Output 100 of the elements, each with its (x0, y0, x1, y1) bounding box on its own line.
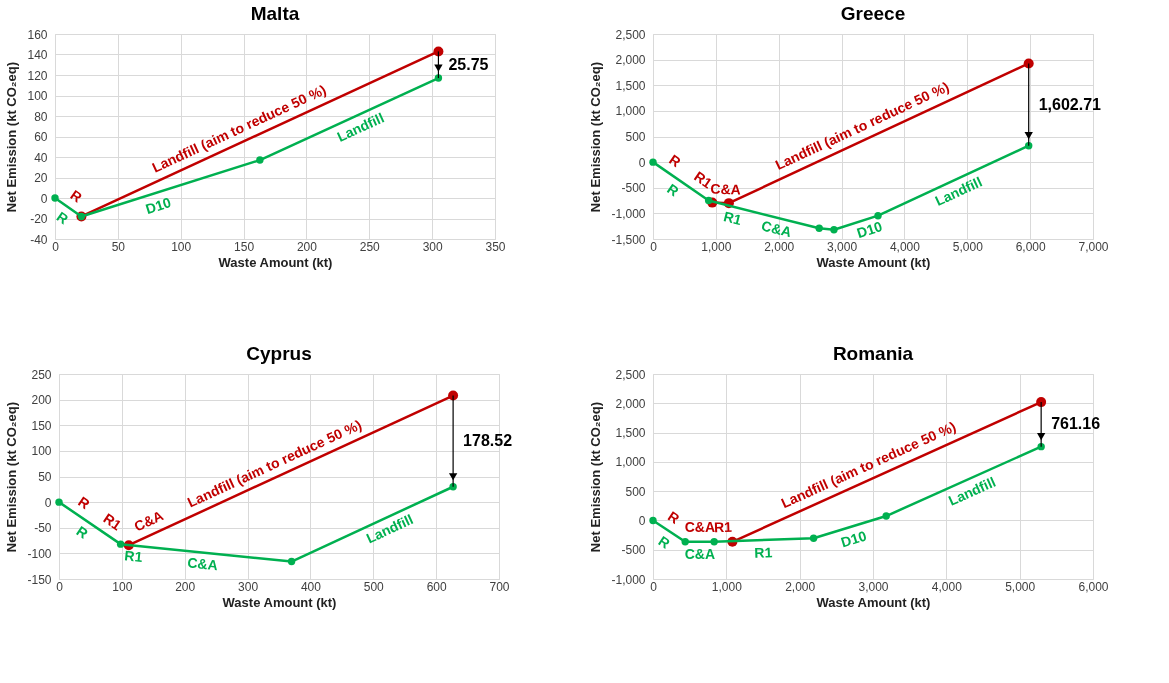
x-tick-label: 6,000 (1015, 239, 1046, 254)
point (287, 557, 296, 566)
annotation: 25.75 (448, 55, 489, 73)
y-tick-label: 1,000 (615, 104, 646, 119)
x-tick-label: 7,000 (1078, 239, 1109, 254)
x-tick-label: 250 (359, 239, 381, 254)
annotation: R1 (123, 547, 144, 566)
x-tick-label: 5,000 (952, 239, 984, 254)
annotation: R (655, 532, 673, 552)
y-tick-label: 2,500 (615, 27, 646, 42)
annotation: R (665, 508, 683, 527)
point (1024, 142, 1033, 150)
x-tick-label: 350 (485, 239, 506, 254)
y-tick-label: -40 (30, 232, 48, 247)
x-tick-label: 200 (296, 239, 318, 254)
y-axis-title: Net Emission (kt CO₂eq) (4, 401, 20, 553)
y-axis-title: Net Emission (kt CO₂eq) (588, 401, 604, 553)
x-axis-title: Waste Amount (kt) (816, 254, 931, 270)
annotation: C&A (710, 180, 742, 198)
annotation: R1 (754, 544, 773, 561)
chart-title: Romania (832, 343, 914, 364)
point (1037, 442, 1045, 451)
point (256, 156, 264, 164)
x-axis-title: Waste Amount (kt) (222, 594, 337, 610)
annotation: R (75, 493, 93, 513)
annotation: C&A (131, 507, 166, 535)
chart-title: Cyprus (246, 343, 312, 364)
x-tick-label: 500 (363, 579, 385, 594)
y-tick-label: 1,500 (615, 78, 646, 93)
y-tick-label: -150 (27, 572, 52, 587)
x-tick-label: 100 (112, 579, 133, 594)
x-tick-label: 3,000 (858, 579, 889, 594)
y-tick-label: 200 (31, 393, 52, 408)
annotation: 1,602.71 (1038, 95, 1102, 113)
point (116, 540, 125, 548)
x-tick-label: 0 (56, 579, 64, 594)
y-tick-label: 60 (34, 130, 48, 144)
y-axis-title: Net Emission (kt CO₂eq) (4, 61, 20, 213)
x-tick-label: 2,000 (785, 579, 816, 594)
y-tick-label: 2,500 (615, 367, 646, 382)
annotation: 178.52 (463, 432, 513, 450)
x-tick-label: 6,000 (1078, 579, 1109, 594)
y-tick-label: 40 (34, 150, 48, 165)
y-tick-label: -500 (621, 181, 646, 196)
y-tick-label: 500 (625, 130, 646, 144)
point (874, 211, 882, 220)
y-tick-label: -1,500 (611, 232, 646, 247)
x-tick-label: 300 (238, 579, 259, 594)
y-tick-label: 0 (638, 155, 646, 170)
annotation: C&A (684, 519, 716, 536)
annotation: D10 (143, 194, 174, 218)
point (681, 538, 689, 546)
y-tick-label: 100 (31, 444, 52, 459)
annotation: D10 (839, 527, 869, 551)
annotation: R (666, 151, 684, 171)
y-tick-label: 80 (34, 109, 48, 124)
y-tick-label: 120 (27, 68, 48, 83)
y-tick-label: 160 (27, 27, 48, 42)
chart-title: Malta (250, 3, 300, 24)
y-tick-label: -1,000 (611, 572, 646, 587)
y-tick-label: 500 (625, 484, 646, 499)
annotation: 761.16 (1051, 415, 1101, 433)
y-tick-label: -100 (27, 546, 52, 561)
annotation: R (67, 186, 86, 206)
y-tick-label: -20 (30, 212, 48, 226)
x-tick-label: 600 (426, 579, 447, 594)
y-tick-label: 1,000 (615, 455, 646, 470)
y-tick-label: 0 (40, 191, 48, 206)
x-tick-label: 400 (300, 579, 322, 594)
point (51, 194, 59, 202)
x-tick-label: 300 (422, 239, 443, 254)
annotation: R (53, 208, 72, 228)
y-tick-label: -1,000 (611, 206, 646, 221)
x-axis-title: Waste Amount (kt) (218, 254, 333, 270)
x-tick-label: 5,000 (1005, 579, 1036, 594)
y-tick-label: -500 (621, 543, 646, 558)
x-tick-label: 50 (111, 239, 126, 254)
y-tick-label: 150 (31, 418, 52, 433)
point (815, 224, 823, 232)
y-tick-label: 2,000 (615, 396, 646, 411)
y-tick-label: 250 (31, 367, 52, 382)
point (830, 226, 838, 234)
chart-title: Greece (840, 3, 906, 24)
y-tick-label: 0 (44, 495, 52, 510)
point (710, 538, 718, 546)
point (809, 534, 818, 542)
y-tick-label: 20 (34, 171, 48, 185)
x-tick-label: 4,000 (931, 579, 963, 594)
y-axis-title: Net Emission (kt CO₂eq) (588, 61, 604, 213)
annotation: R1 (721, 208, 744, 228)
x-tick-label: 3,000 (827, 239, 858, 254)
x-tick-label: 0 (650, 239, 658, 254)
x-tick-label: 4,000 (889, 239, 921, 254)
annotation: D10 (854, 218, 885, 242)
point (882, 512, 890, 520)
x-tick-label: 200 (175, 579, 196, 594)
x-axis-title: Waste Amount (kt) (816, 594, 931, 610)
point (649, 516, 657, 525)
annotation: R1 (100, 510, 125, 534)
y-tick-label: 2,000 (615, 53, 646, 68)
